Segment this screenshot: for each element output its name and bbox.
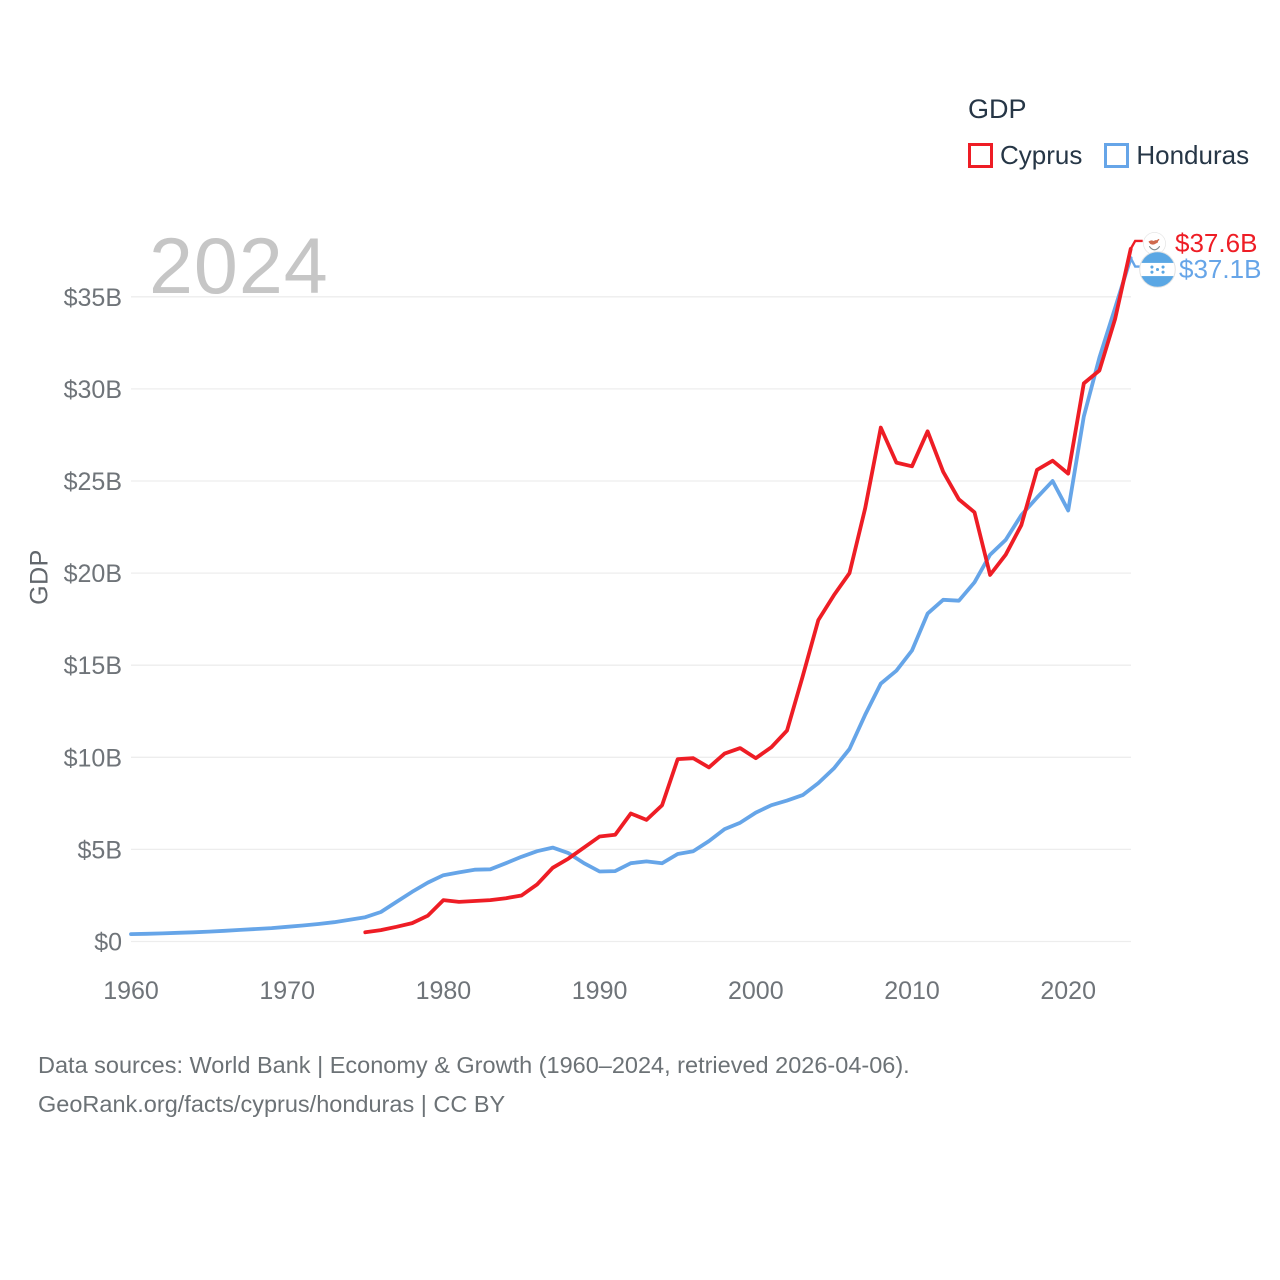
cyprus-island-shape [1148, 238, 1160, 245]
x-tick-label: 1970 [259, 977, 315, 1005]
x-tick-label: 2010 [884, 977, 940, 1005]
cyprus-end-value: $37.6B [1175, 228, 1258, 258]
legend-item-honduras[interactable]: Honduras [1104, 140, 1249, 171]
legend-item-label: Cyprus [1000, 140, 1083, 170]
legend-items: Cyprus Honduras [968, 140, 1249, 171]
cyprus-label-connector [1129, 239, 1143, 250]
x-tick-label: 1990 [572, 977, 628, 1005]
honduras-end-value: $37.1B [1179, 254, 1262, 284]
y-tick-label: $5B [78, 836, 122, 864]
honduras-line[interactable] [129, 256, 1133, 936]
y-tick-label: $15B [64, 652, 122, 680]
x-tick-label: 1980 [416, 977, 472, 1005]
y-tick-label: $0 [94, 929, 122, 957]
cyprus-legend-swatch-icon [968, 143, 993, 168]
legend-title: GDP [968, 94, 1027, 124]
y-axis-title: GDP [25, 549, 54, 605]
footer-attribution: GeoRank.org/facts/cyprus/honduras | CC B… [38, 1091, 506, 1117]
cyprus-line[interactable] [363, 246, 1133, 935]
y-tick-label: $35B [64, 284, 122, 312]
y-tick-label: $20B [64, 560, 122, 588]
y-tick-label: $10B [64, 744, 122, 772]
year-watermark: 2024 [149, 221, 329, 310]
x-tick-label: 2020 [1040, 977, 1096, 1005]
x-tick-label: 2000 [728, 977, 784, 1005]
honduras-flag-icon [1139, 251, 1176, 288]
y-tick-label: $30B [64, 376, 122, 404]
legend-item-label: Honduras [1136, 140, 1250, 170]
y-tick-label: $25B [64, 468, 122, 496]
honduras-legend-swatch-icon [1104, 143, 1130, 168]
olive-branches-shape [1148, 246, 1161, 251]
footer: Data sources: World Bank | Economy & Gro… [38, 1046, 910, 1124]
x-tick-label: 1960 [103, 977, 159, 1005]
legend-item-cyprus[interactable]: Cyprus [968, 140, 1082, 171]
honduras-end-label: $37.1B [1139, 251, 1261, 288]
footer-data-sources: Data sources: World Bank | Economy & Gro… [38, 1052, 910, 1078]
legend: GDP Cyprus Honduras [968, 94, 1249, 171]
cyprus-end-label: $37.6B [1143, 228, 1257, 259]
